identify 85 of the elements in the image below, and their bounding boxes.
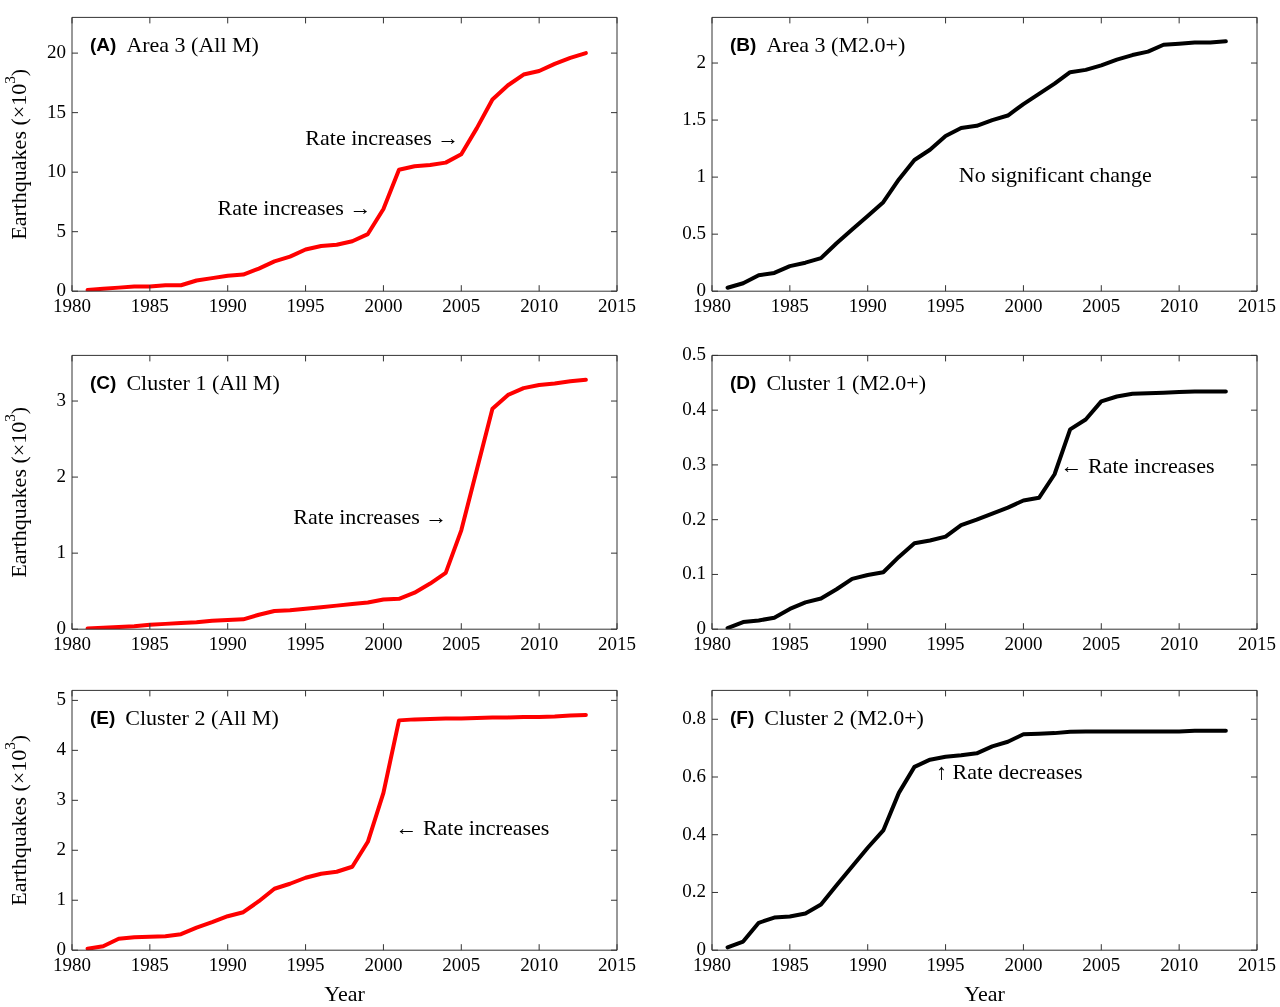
- y-tick-label: 1: [56, 888, 66, 910]
- text: (F) Cluster 2 (M2.0+): [730, 705, 924, 731]
- x-tick-label: 2000: [1004, 632, 1043, 654]
- y-tick-label: 20: [47, 41, 66, 63]
- x-tick-label: 1995: [926, 632, 965, 654]
- y-tick-label: 2: [696, 51, 706, 73]
- x-tick-label: 2010: [1160, 953, 1199, 975]
- y-axis-title: Earthquakes (×103): [1, 734, 31, 906]
- y-tick-label: 3: [56, 389, 66, 411]
- x-tick-label: 1985: [770, 632, 809, 654]
- x-tick-label: 2005: [1082, 953, 1121, 975]
- text: (B) Area 3 (M2.0+): [730, 32, 906, 58]
- y-tick-label: 5: [56, 688, 66, 710]
- x-tick-label: 2010: [520, 632, 559, 654]
- x-tick-label: 2000: [364, 953, 403, 975]
- y-tick-label: 0.6: [682, 764, 706, 786]
- x-tick-label: 1985: [770, 294, 809, 316]
- y-tick-label: 2: [56, 838, 66, 860]
- x-tick-label: 2000: [364, 632, 403, 654]
- x-tick-label: 1990: [208, 632, 247, 654]
- y-tick-label: 1: [696, 165, 706, 187]
- x-tick-label: 2015: [1238, 632, 1276, 654]
- y-tick-label: 1: [56, 541, 66, 563]
- y-axis-title: Earthquakes (×103): [1, 68, 31, 240]
- x-axis-title: Year: [964, 980, 1006, 1006]
- x-tick-label: 2010: [520, 953, 559, 975]
- text: (E) Cluster 2 (All M): [90, 705, 279, 731]
- x-tick-label: 1995: [286, 953, 325, 975]
- x-tick-label: 2000: [1004, 294, 1043, 316]
- y-tick-label: 0.1: [682, 562, 706, 584]
- x-tick-label: 2005: [442, 294, 481, 316]
- annotation: ← Rate increases: [1060, 453, 1215, 479]
- y-tick-label: 5: [56, 219, 66, 241]
- text: (A) Area 3 (All M): [90, 32, 259, 58]
- x-tick-label: 1990: [208, 294, 247, 316]
- annotation: ← Rate increases: [395, 814, 550, 840]
- y-tick-label: 0.2: [682, 880, 706, 902]
- x-tick-label: 2000: [1004, 953, 1043, 975]
- annotation: Rate increases →: [305, 125, 460, 151]
- x-tick-label: 1990: [208, 953, 247, 975]
- x-tick-label: 2010: [520, 294, 559, 316]
- y-tick-label: 15: [47, 100, 66, 122]
- x-tick-label: 2000: [364, 294, 403, 316]
- x-tick-label: 1985: [130, 294, 169, 316]
- x-tick-label: 2005: [1082, 632, 1121, 654]
- x-tick-label: 1985: [130, 632, 169, 654]
- x-tick-label: 1990: [848, 294, 887, 316]
- x-tick-label: 2010: [1160, 632, 1199, 654]
- x-tick-label: 1995: [286, 294, 325, 316]
- y-tick-label: 3: [56, 788, 66, 810]
- text: (C) Cluster 1 (All M): [90, 370, 280, 396]
- x-tick-label: 1990: [848, 953, 887, 975]
- x-tick-label: 2015: [1238, 953, 1276, 975]
- annotation: No significant change: [958, 161, 1152, 187]
- x-tick-label: 2015: [1238, 294, 1276, 316]
- y-tick-label: 0.8: [682, 707, 706, 729]
- x-tick-label: 1990: [848, 632, 887, 654]
- x-tick-label: 2015: [598, 632, 636, 654]
- y-tick-label: 0.5: [682, 343, 706, 365]
- x-tick-label: 2005: [442, 632, 481, 654]
- x-tick-label: 2010: [1160, 294, 1199, 316]
- annotation: Rate increases →: [217, 194, 372, 220]
- y-tick-label: 0.3: [682, 452, 706, 474]
- x-tick-label: 2005: [442, 953, 481, 975]
- y-tick-label: 1.5: [682, 108, 706, 130]
- x-tick-label: 1995: [926, 953, 965, 975]
- y-tick-label: 0.4: [682, 822, 707, 844]
- y-tick-label: 10: [47, 160, 66, 182]
- x-tick-label: 2005: [1082, 294, 1121, 316]
- y-tick-label: 0.4: [682, 398, 707, 420]
- y-tick-label: 0.5: [682, 222, 706, 244]
- x-tick-label: 1985: [130, 953, 169, 975]
- y-tick-label: 2: [56, 465, 66, 487]
- x-tick-label: 1985: [770, 953, 809, 975]
- x-tick-label: 1995: [286, 632, 325, 654]
- y-tick-label: 4: [56, 738, 67, 760]
- x-tick-label: 1995: [926, 294, 965, 316]
- y-axis-title: Earthquakes (×103): [1, 406, 31, 578]
- x-tick-label: 2015: [598, 953, 636, 975]
- text: (D) Cluster 1 (M2.0+): [730, 370, 927, 396]
- x-tick-label: 2015: [598, 294, 636, 316]
- annotation: Rate increases →: [293, 504, 448, 530]
- y-tick-label: 0.2: [682, 507, 706, 529]
- x-axis-title: Year: [324, 980, 366, 1006]
- annotation: ↑ Rate decreases: [936, 759, 1083, 785]
